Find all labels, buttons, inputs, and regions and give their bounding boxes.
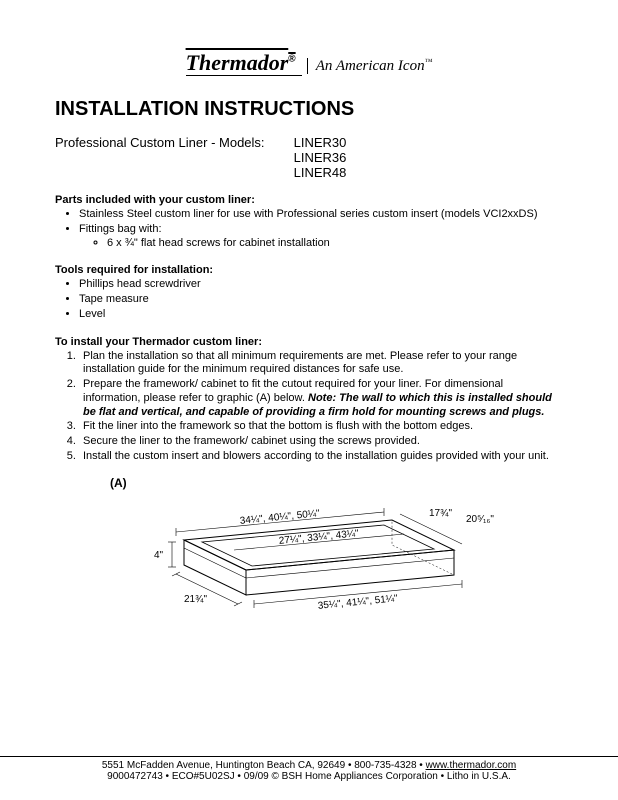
model-item: LINER48 [294, 165, 347, 180]
install-heading: To install your Thermador custom liner: [55, 336, 563, 348]
model-item: LINER30 [294, 135, 347, 150]
model-item: LINER36 [294, 150, 347, 165]
list-item: Fittings bag with: 6 x ¾" flat head scre… [79, 223, 563, 251]
dim-text-height: 4" [154, 550, 164, 561]
brand-name-text: Thermador [186, 50, 289, 75]
list-item: Plan the installation so that all minimu… [79, 350, 563, 378]
footer-line2: 9000472743 • ECO#5U02SJ • 09/09 © BSH Ho… [107, 771, 511, 782]
diagram-label: (A) [110, 476, 563, 490]
dim-text-bottom-right: 35¼", 41¼", 51¼" [317, 592, 398, 612]
brand-reg-mark: ® [288, 54, 295, 65]
list-item: Stainless Steel custom liner for use wit… [79, 208, 563, 222]
footer: 5551 McFadden Avenue, Huntington Beach C… [0, 756, 618, 782]
brand-tm-mark: ™ [425, 57, 433, 66]
list-item: Install the custom insert and blowers ac… [79, 450, 563, 464]
dim-text-bottom-left: 21¾" [184, 594, 207, 605]
list-item: 6 x ¾" flat head screws for cabinet inst… [107, 237, 563, 251]
liner-right-side [392, 520, 454, 575]
brand-tagline: An American Icon™ [307, 58, 433, 74]
footer-link[interactable]: www.thermador.com [426, 760, 517, 771]
dim-text-depth-inner: 20⁵⁄₁₆" [466, 514, 494, 525]
parts-heading: Parts included with your custom liner: [55, 194, 563, 206]
list-item: Phillips head screwdriver [79, 278, 563, 292]
model-list: LINER30 LINER36 LINER48 [294, 135, 347, 180]
footer-line1-text: 5551 McFadden Avenue, Huntington Beach C… [102, 760, 426, 771]
parts-sub-list: 6 x ¾" flat head screws for cabinet inst… [107, 237, 563, 251]
list-item: Prepare the framework/ cabinet to fit th… [79, 378, 563, 419]
dim-text-depth-outer: 17¾" [429, 508, 452, 519]
model-row: Professional Custom Liner - Models: LINE… [55, 135, 563, 180]
list-item-text: Fittings bag with: [79, 223, 162, 235]
diagram-svg: 34¼", 40¼", 50¼" 27¼", 33¼", 43¼" 17¾" 2… [94, 492, 524, 637]
diagram-area: 34¼", 40¼", 50¼" 27¼", 33¼", 43¼" 17¾" 2… [55, 492, 563, 637]
dim-text-top-outer: 34¼", 40¼", 50¼" [239, 507, 320, 527]
model-label: Professional Custom Liner - Models: [55, 135, 290, 150]
list-item: Fit the liner into the framework so that… [79, 420, 563, 434]
install-steps: Plan the installation so that all minimu… [79, 350, 563, 464]
tools-heading: Tools required for installation: [55, 264, 563, 276]
parts-list: Stainless Steel custom liner for use wit… [79, 208, 563, 250]
footer-inner: 5551 McFadden Avenue, Huntington Beach C… [55, 760, 563, 782]
page-content: Thermador® An American Icon™ INSTALLATIO… [0, 0, 618, 667]
rim-line [246, 558, 454, 578]
page-title: INSTALLATION INSTRUCTIONS [55, 98, 563, 121]
brand-header: Thermador® An American Icon™ [55, 50, 563, 76]
rim-line [184, 548, 246, 578]
list-item: Tape measure [79, 293, 563, 307]
list-item: Level [79, 308, 563, 322]
brand-tagline-text: An American Icon [316, 58, 425, 74]
brand-name: Thermador® [186, 50, 302, 76]
list-item: Secure the liner to the framework/ cabin… [79, 435, 563, 449]
tools-list: Phillips head screwdriver Tape measure L… [79, 278, 563, 321]
